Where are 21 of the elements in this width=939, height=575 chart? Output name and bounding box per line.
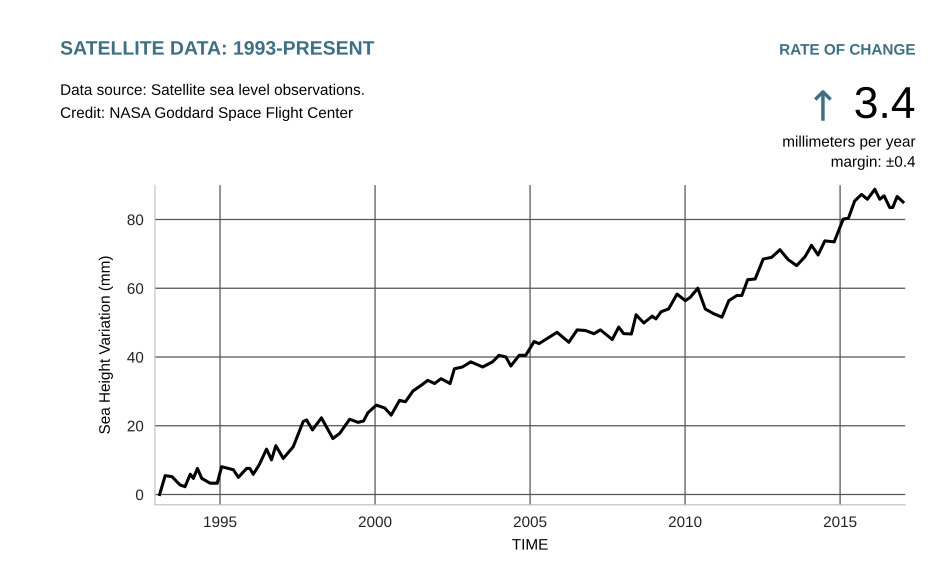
x-tick-label: 2000 <box>358 516 392 528</box>
y-tick-label: 20 <box>128 420 144 432</box>
x-tick-label: 2005 <box>514 516 546 528</box>
line-series <box>158 188 905 496</box>
x-tick-label: 1995 <box>204 516 236 528</box>
x-tick-label: 2010 <box>668 516 702 528</box>
text: ↑ <box>814 90 832 121</box>
y-tick-label: 40 <box>127 352 144 363</box>
x-axis-title: TIME <box>512 539 548 550</box>
text: Credit: NASA Goddard Space Flight Center <box>60 106 353 122</box>
source-note: Data source: Satellite sea level observations. <box>61 84 364 96</box>
text: margin: ±0.4 <box>832 156 916 170</box>
y-tick-label: 80 <box>127 214 144 226</box>
y-axis-title: Sea Height Variation (mm) <box>98 256 113 434</box>
chart-title: SATELLITE DATA: 1993-PRESENT <box>60 41 374 55</box>
text: 3.4 <box>855 86 914 118</box>
text: RATE OF CHANGE <box>780 44 915 55</box>
y-tick-label: 60 <box>128 283 144 294</box>
x-tick-label: 2015 <box>824 516 856 528</box>
y-tick-label: 0 <box>136 489 144 500</box>
text: millimeters per year <box>783 136 916 150</box>
